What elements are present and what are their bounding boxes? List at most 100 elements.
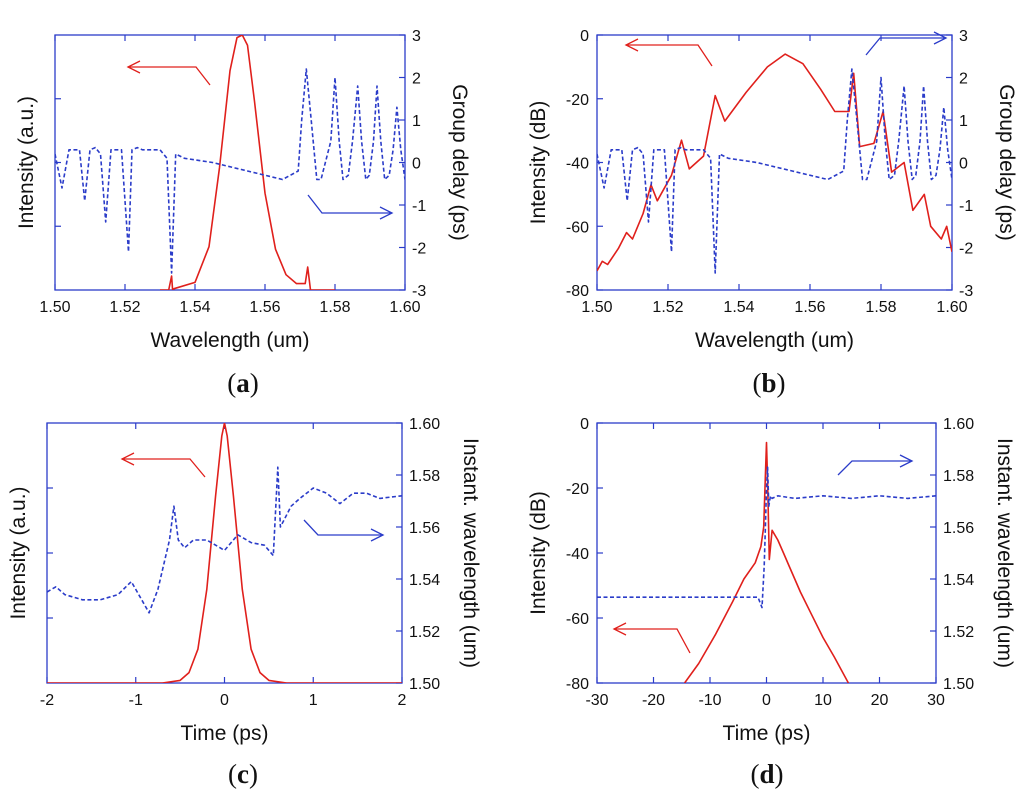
y-left-axis-label: Intensity (a.u.) — [15, 96, 38, 229]
arrow-head — [933, 31, 948, 45]
plot-frame — [596, 34, 953, 291]
y-left-tick-label: -20 — [566, 92, 589, 109]
y-right-tick-label: -1 — [412, 198, 426, 215]
arrow-head — [612, 622, 627, 636]
x-tick-label: 1.60 — [936, 299, 967, 316]
y-right-tick-label: 1.52 — [409, 624, 440, 641]
x-tick-label: 1.58 — [319, 299, 350, 316]
y-right-tick-label: 1.56 — [409, 520, 440, 537]
axis-indicator-arrow-left — [626, 44, 713, 67]
y-right-tick-label: 3 — [412, 28, 421, 45]
y-right-tick-label: 1.56 — [943, 520, 974, 537]
arrow-head — [379, 206, 394, 220]
y-right-tick-label: 0 — [959, 156, 968, 173]
x-tick-label: 2 — [398, 692, 407, 709]
x-axis-label: Wavelength (um) — [695, 329, 854, 352]
panel-label: (b) — [752, 368, 785, 398]
x-tick-label: -2 — [40, 692, 54, 709]
y-left-axis-label: Intensity (dB) — [527, 101, 550, 225]
series-line-blue-right — [47, 466, 402, 614]
series-line-red-left — [160, 35, 335, 290]
y-right-tick-label: 1.52 — [943, 624, 974, 641]
y-left-tick-label: -80 — [566, 676, 589, 693]
x-tick-label: -30 — [585, 692, 608, 709]
y-right-tick-label: 1.54 — [409, 572, 440, 589]
x-tick-label: 30 — [927, 692, 945, 709]
y-right-tick-label: -2 — [959, 241, 973, 258]
panel-label: (d) — [750, 759, 783, 789]
x-tick-label: 1 — [309, 692, 318, 709]
axis-indicator-arrow-left — [122, 458, 206, 478]
arrow-head — [899, 454, 914, 468]
panel-a: 1.50 1.52 1.54 1.56 1.58 1.60 3 2 1 0 -1 -2 -3 Wavele… — [15, 28, 471, 398]
panel-label: (a) — [227, 368, 259, 398]
x-tick-label: 1.56 — [794, 299, 825, 316]
y-right-tick-label: 2 — [412, 71, 421, 88]
panel-label: (c) — [228, 759, 258, 789]
y-right-axis-label: Group delay (ps) — [995, 84, 1018, 240]
y-right-tick-label: 1.60 — [409, 416, 440, 433]
y-right-tick-label: 1 — [959, 113, 968, 130]
x-tick-label: 1.54 — [723, 299, 754, 316]
panel-d: -30 -20 -10 0 10 20 30 0 -20 -40 -60 -80 1.60 1.58 1.5… — [527, 416, 1016, 789]
y-left-axis-label: Intensity (a.u.) — [7, 486, 30, 619]
axis-indicator-arrow-right — [837, 460, 912, 476]
y-right-tick-label: 3 — [959, 28, 968, 45]
x-tick-label: 1.54 — [179, 299, 210, 316]
axis-indicator-arrow-left — [614, 628, 691, 654]
plot-frame — [46, 422, 403, 684]
axis-indicator-arrow-right — [303, 519, 383, 536]
y-left-tick-label: -20 — [566, 481, 589, 498]
y-right-tick-label: 1.50 — [943, 676, 974, 693]
y-left-tick-label: -80 — [566, 283, 589, 300]
x-tick-label: 0 — [220, 692, 229, 709]
arrow-head — [370, 528, 385, 542]
x-tick-label: 1.60 — [389, 299, 420, 316]
series-line-blue-right — [597, 466, 936, 609]
x-axis-label: Wavelength (um) — [150, 329, 309, 352]
x-tick-label: 20 — [871, 692, 889, 709]
y-right-tick-label: 1 — [412, 113, 421, 130]
arrow-head — [624, 38, 639, 52]
x-tick-label: 1.50 — [39, 299, 70, 316]
panel-c: -2 -1 0 1 2 1.60 1.58 1.56 1.54 1.52 1.50 Time (ps)… — [7, 416, 482, 789]
series-line-blue-right — [597, 68, 952, 274]
y-left-tick-label: -40 — [566, 156, 589, 173]
arrow-head — [126, 60, 141, 74]
x-tick-label: -20 — [642, 692, 665, 709]
y-right-tick-label: -2 — [412, 241, 426, 258]
y-right-tick-label: -1 — [959, 198, 973, 215]
axis-indicator-arrow-left — [128, 66, 211, 86]
x-axis-label: Time (ps) — [181, 722, 269, 745]
x-tick-label: -10 — [698, 692, 721, 709]
x-tick-label: 1.58 — [865, 299, 896, 316]
y-left-axis-label: Intensity (dB) — [527, 491, 550, 615]
series-line-red-left — [47, 423, 402, 683]
x-tick-label: -1 — [129, 692, 143, 709]
y-right-tick-label: -3 — [412, 283, 426, 300]
y-right-tick-label: 1.50 — [409, 676, 440, 693]
y-right-axis-label: Instant. wavelength (um) — [993, 438, 1016, 668]
y-right-tick-label: -3 — [959, 283, 973, 300]
x-axis-label: Time (ps) — [723, 722, 811, 745]
axis-indicator-arrow-right — [865, 37, 946, 56]
y-right-tick-label: 1.58 — [409, 468, 440, 485]
series-line-red-left — [597, 53, 952, 272]
x-tick-label: 1.52 — [109, 299, 140, 316]
y-right-axis-label: Group delay (ps) — [448, 84, 471, 240]
y-right-tick-label: 1.58 — [943, 468, 974, 485]
y-left-tick-label: -60 — [566, 611, 589, 628]
y-left-tick-label: -40 — [566, 546, 589, 563]
axis-indicator-arrow-right — [307, 194, 392, 214]
y-left-tick-label: 0 — [580, 416, 589, 433]
panel-b: 1.50 1.52 1.54 1.56 1.58 1.600-20-40-60-80321… — [527, 28, 1018, 398]
x-tick-label: 1.52 — [652, 299, 683, 316]
y-left-tick-label: 0 — [580, 28, 589, 45]
y-right-tick-label: 1.54 — [943, 572, 974, 589]
series-line-blue-right — [55, 68, 405, 274]
x-tick-label: 0 — [762, 692, 771, 709]
y-right-axis-label: Instant. wavelength (um) — [459, 438, 482, 668]
x-tick-label: 1.50 — [581, 299, 612, 316]
x-tick-label: 10 — [814, 692, 832, 709]
